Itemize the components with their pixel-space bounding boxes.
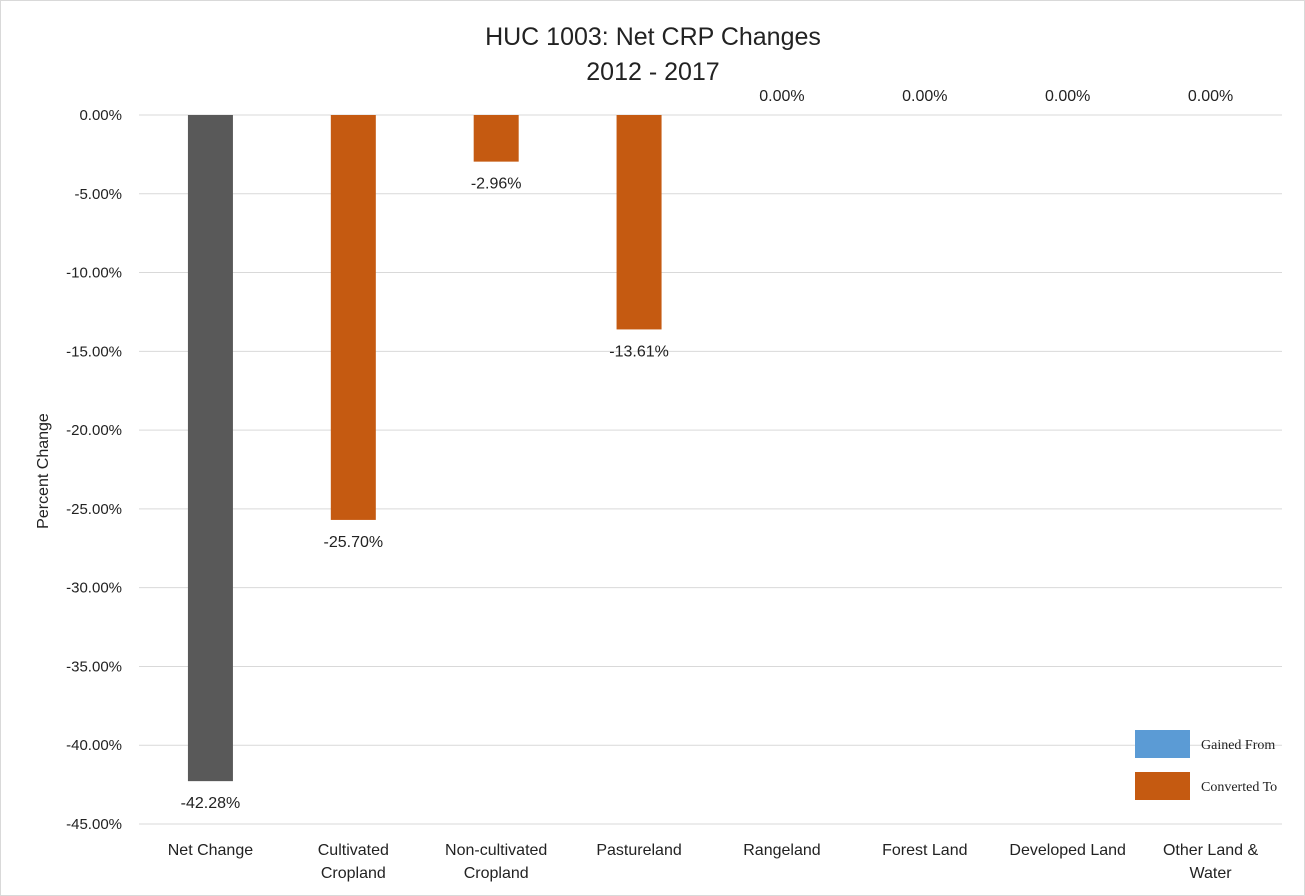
x-category-label: Rangeland bbox=[743, 842, 820, 859]
bar bbox=[473, 115, 519, 162]
data-label: 0.00% bbox=[759, 88, 804, 105]
data-label: 0.00% bbox=[1045, 88, 1090, 105]
legend-swatch bbox=[1135, 730, 1190, 758]
data-label: -2.96% bbox=[471, 176, 522, 193]
y-tick-label: -25.00% bbox=[66, 501, 122, 518]
x-category-label: Other Land & Water bbox=[1163, 842, 1259, 882]
y-axis-label: Percent Change bbox=[35, 413, 52, 529]
y-tick-label: -20.00% bbox=[66, 422, 122, 439]
y-tick-label: 0.00% bbox=[79, 107, 122, 124]
chart-subtitle: 2012 - 2017 bbox=[586, 58, 719, 86]
x-category-label: Non-cultivated Cropland bbox=[445, 842, 547, 882]
y-tick-label: -5.00% bbox=[74, 186, 122, 203]
x-category-label: Net Change bbox=[168, 842, 253, 859]
bar bbox=[187, 115, 233, 782]
x-category-label: Developed Land bbox=[1009, 842, 1126, 859]
x-axis-categories: Net Change Cultivated Cropland Non-cultivat… bbox=[168, 842, 1259, 882]
data-label: -25.70% bbox=[324, 534, 384, 551]
data-label: -13.61% bbox=[609, 343, 669, 360]
y-tick-label: -45.00% bbox=[66, 816, 122, 833]
data-label: 0.00% bbox=[902, 88, 947, 105]
y-tick-label: -30.00% bbox=[66, 580, 122, 597]
data-labels: -42.28% -25.70% -2.96% -13.61% 0.00% 0.00% 0.0… bbox=[181, 88, 1234, 812]
y-tick-label: -10.00% bbox=[66, 265, 122, 282]
legend-label: Converted To bbox=[1201, 780, 1277, 795]
x-category-label: Pastureland bbox=[596, 842, 681, 859]
bar bbox=[616, 115, 662, 330]
x-category-label: Cultivated Cropland bbox=[318, 842, 389, 882]
y-tick-label: -15.00% bbox=[66, 343, 122, 360]
y-axis-ticks: 0.00% -5.00% -10.00% -15.00% -20.00% -25.00% -… bbox=[66, 107, 122, 833]
bar bbox=[330, 115, 376, 520]
y-tick-label: -40.00% bbox=[66, 737, 122, 754]
data-label: -42.28% bbox=[181, 795, 241, 812]
y-tick-label: -35.00% bbox=[66, 658, 122, 675]
legend: Gained From Converted To bbox=[1135, 730, 1277, 800]
chart-title: HUC 1003: Net CRP Changes bbox=[485, 23, 821, 51]
bars bbox=[187, 115, 662, 782]
gridlines bbox=[139, 114, 1282, 825]
x-category-label: Forest Land bbox=[882, 842, 967, 859]
data-label: 0.00% bbox=[1188, 88, 1233, 105]
legend-swatch bbox=[1135, 772, 1190, 800]
legend-label: Gained From bbox=[1201, 738, 1275, 753]
